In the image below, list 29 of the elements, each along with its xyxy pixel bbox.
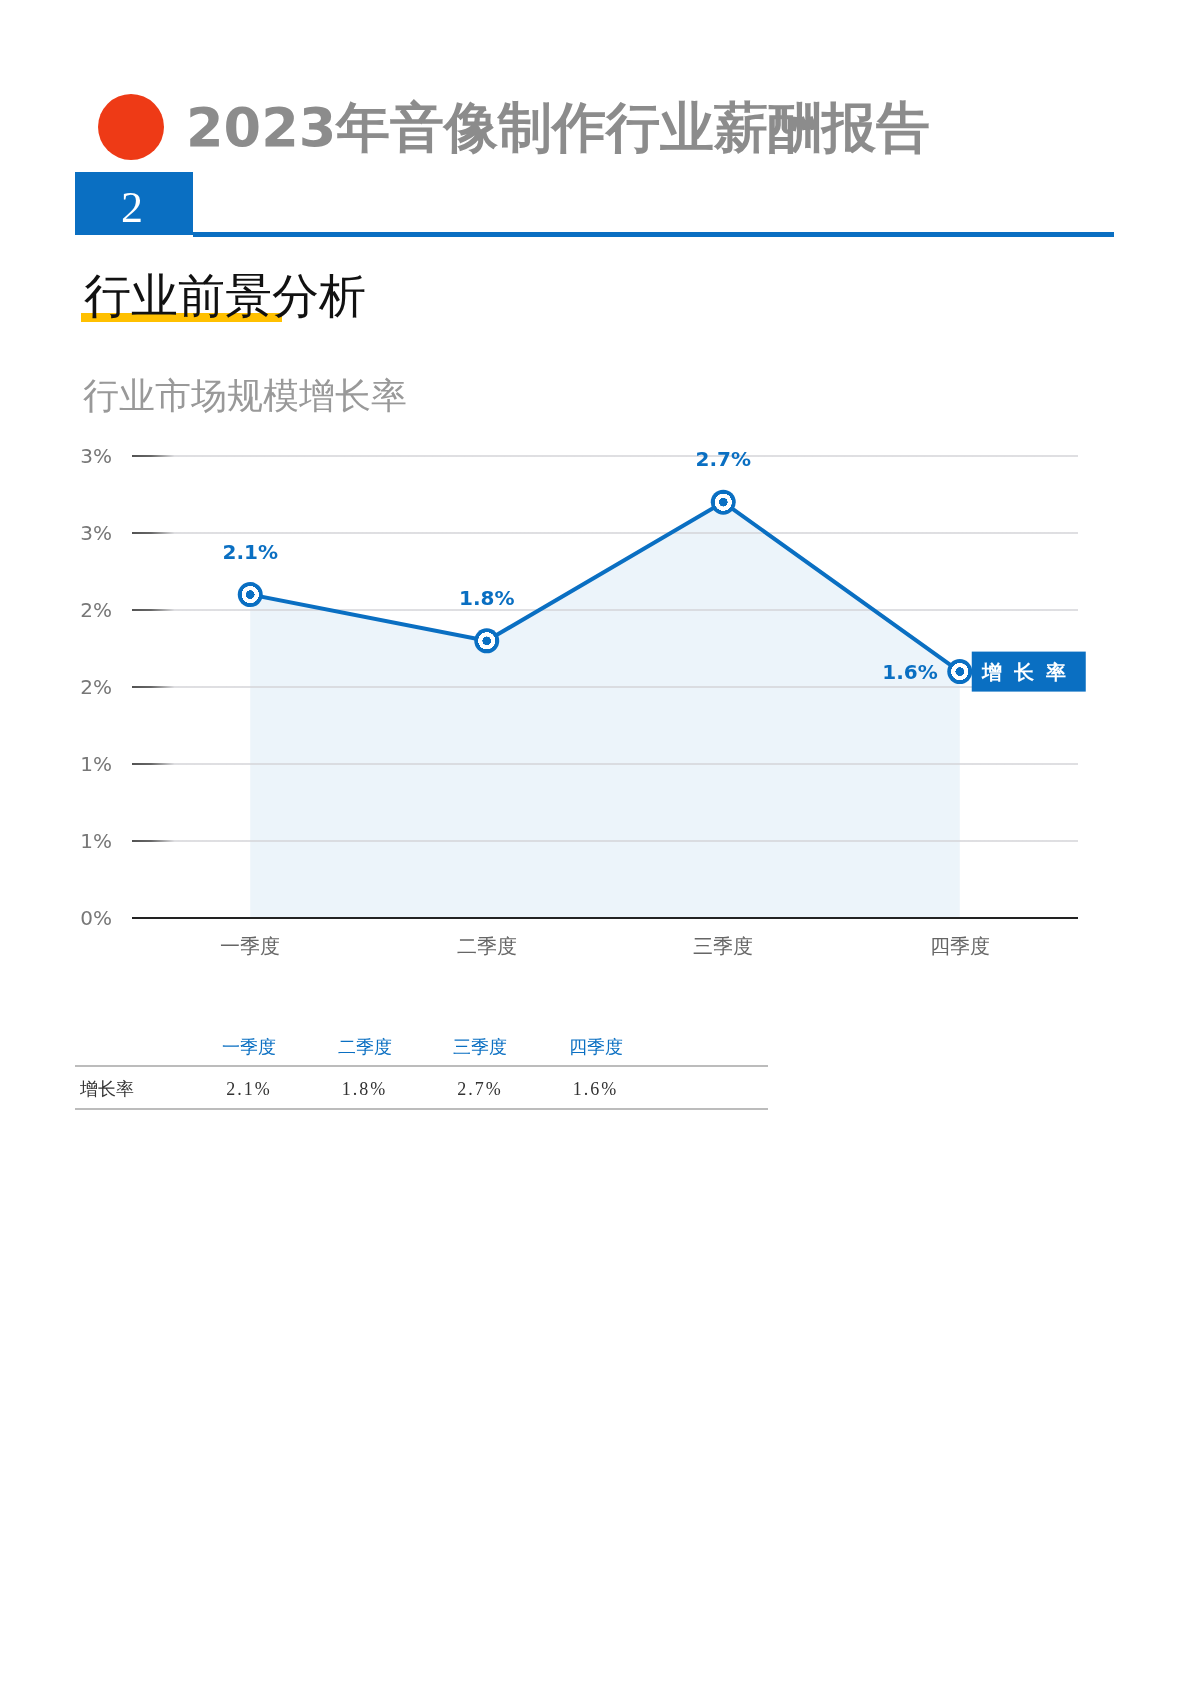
data-label: 2.1% (222, 539, 278, 564)
category-label: 一季度 (222, 1036, 276, 1057)
data-label: 2.7% (695, 447, 751, 472)
text: 1.8% (341, 1079, 388, 1099)
category-label: 三季度 (453, 1036, 507, 1057)
x-tick-label: 一季度 (220, 934, 281, 958)
y-tick-label: 3% (80, 521, 112, 545)
y-tick-label: 0% (80, 906, 112, 930)
text: 2023年音像制作行业薪酬报告 (186, 96, 931, 159)
y-tick-label: 2% (80, 598, 112, 622)
category-label: 二季度 (337, 1036, 392, 1057)
y-tick-label: 1% (80, 752, 112, 776)
category-label: 四季度 (568, 1036, 623, 1057)
text: 行业前景分析 (84, 268, 366, 323)
data-label: 1.8% (459, 585, 515, 610)
text: 增长率 (80, 1079, 134, 1099)
data-label: 1.6% (882, 659, 938, 684)
chart-title: 行业市场规模增长率 (83, 375, 407, 416)
y-tick-label: 3% (80, 444, 112, 468)
x-tick-label: 四季度 (929, 934, 990, 958)
y-tick-label: 2% (80, 675, 112, 699)
series-label: 增长率 (980, 659, 1078, 684)
text: 2 (121, 183, 143, 232)
x-tick-label: 二季度 (456, 934, 517, 958)
y-tick-label: 1% (80, 829, 112, 853)
text: 2.1% (226, 1079, 272, 1099)
x-tick-label: 三季度 (693, 934, 754, 958)
text: 2.7% (457, 1079, 503, 1099)
text: 1.6% (572, 1079, 619, 1099)
